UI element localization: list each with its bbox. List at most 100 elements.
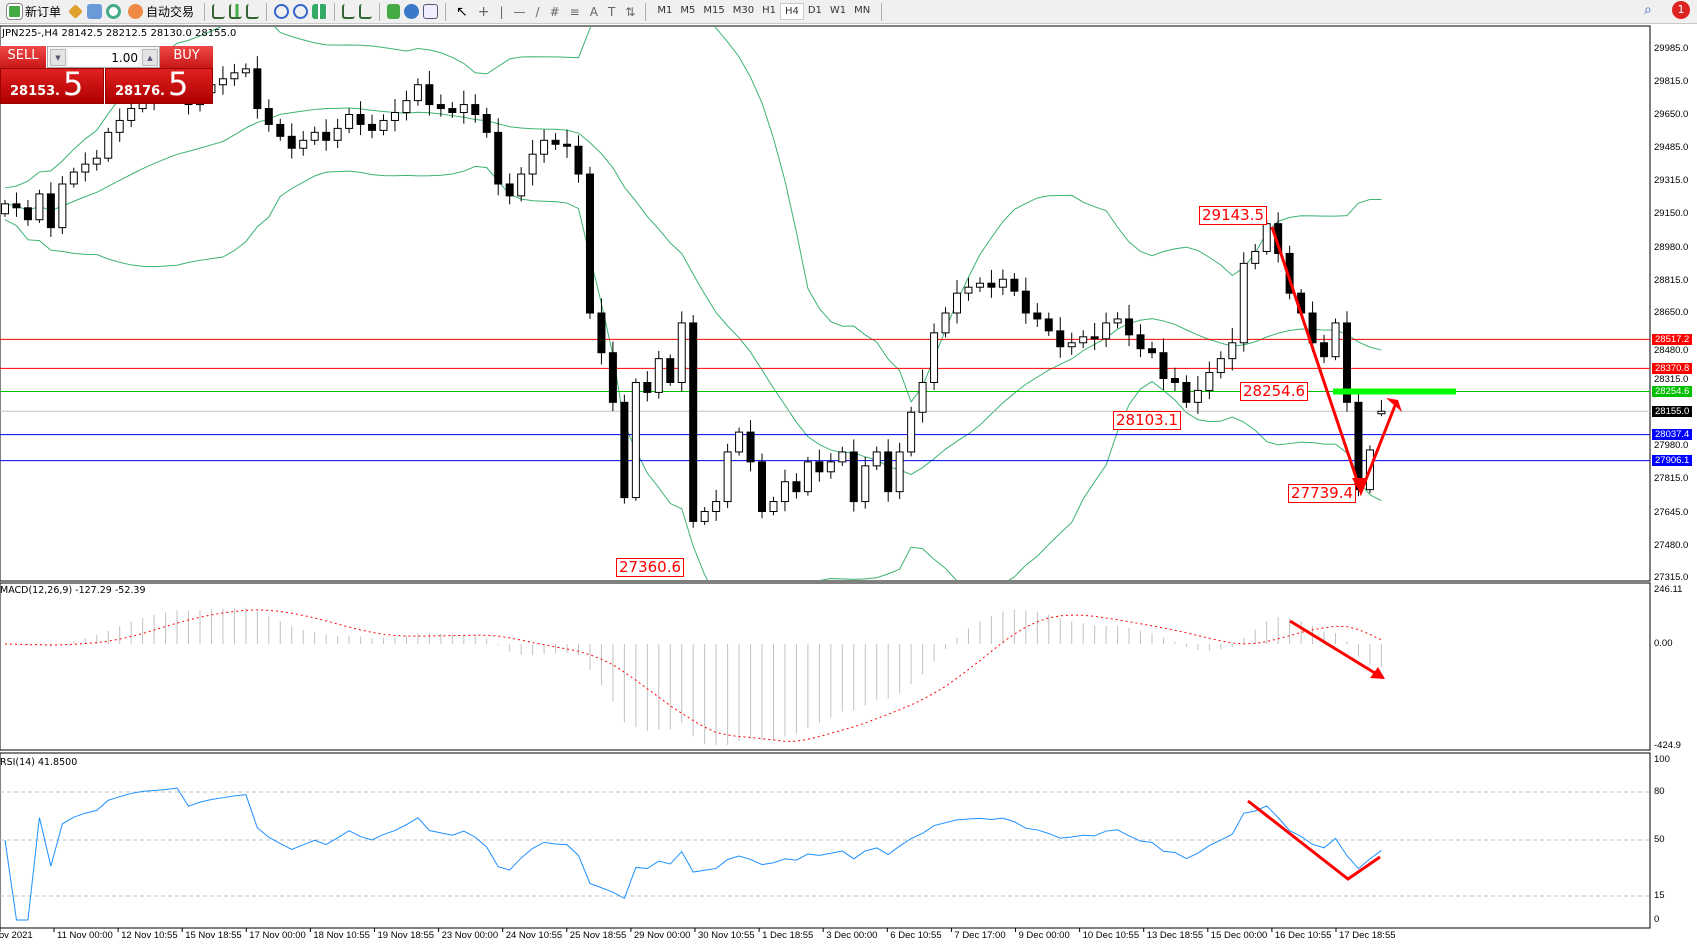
price-axis-label: 27480.0 (1654, 539, 1689, 551)
price-axis-label: 28815.0 (1654, 274, 1689, 286)
candle (322, 131, 331, 141)
timeframe-w1[interactable]: W1 (829, 5, 847, 16)
candle (230, 72, 239, 80)
timeframe-h4[interactable]: H4 (779, 3, 804, 20)
candle (345, 113, 354, 129)
candle (620, 401, 629, 499)
price-axis-label: 27315.0 (1654, 572, 1689, 584)
candle (1251, 250, 1260, 264)
sell-price[interactable]: 28153. 5 (0, 65, 104, 104)
arrows-tool[interactable]: ⇅ (625, 4, 636, 19)
lot-decrease-button[interactable]: ▼ (50, 49, 66, 66)
candle (563, 143, 572, 147)
navigator-icon[interactable] (87, 4, 103, 19)
trendline-tool[interactable]: / (535, 4, 540, 19)
price-axis-label: 29150.0 (1654, 208, 1689, 220)
toolbar: 新订单 自动交易 ↖ + | — / # ≡ A T ⇅ M1 M5 M15 M30 H… (0, 0, 1697, 24)
candle (1308, 312, 1317, 344)
macd-signal-line (4, 609, 1382, 742)
main-chart-frame (0, 25, 1651, 582)
new-order-button[interactable]: 新订单 (4, 2, 64, 22)
rsi-axis-label: 80 (1654, 786, 1665, 797)
candle (413, 84, 422, 102)
candle (1262, 223, 1271, 252)
candle (746, 431, 755, 463)
price-annotation: 27360.6 (616, 558, 685, 577)
candle (838, 451, 847, 463)
buy-button[interactable]: BUY (160, 46, 213, 68)
candlestick-chart-icon[interactable] (229, 4, 243, 19)
templates-icon[interactable] (423, 4, 439, 19)
candle (1021, 290, 1030, 314)
buy-price[interactable]: 28176. 5 (105, 65, 213, 104)
equidistant-channel-tool[interactable]: # (549, 4, 560, 19)
divider (204, 2, 206, 21)
timeframe-m1[interactable]: M1 (657, 5, 673, 16)
candle (471, 104, 480, 115)
candle (631, 381, 640, 499)
sell-button[interactable]: SELL (0, 46, 46, 68)
candle (792, 481, 801, 493)
candle (23, 207, 32, 221)
candle (368, 123, 377, 131)
time-axis-label: Nov 2021 (0, 930, 33, 941)
horizontal-line-tool[interactable]: — (513, 4, 526, 19)
lot-increase-button[interactable]: ▲ (142, 49, 158, 66)
timeframe-m30[interactable]: M30 (732, 5, 755, 16)
text-tool[interactable]: A (589, 4, 598, 19)
bar-chart-icon[interactable] (212, 4, 226, 19)
price-axis-label: 28650.0 (1654, 307, 1689, 319)
notification-badge[interactable]: 1 (1672, 1, 1690, 19)
candle (689, 322, 698, 522)
price-annotation: 28103.1 (1113, 411, 1182, 430)
periods-icon[interactable] (404, 4, 420, 19)
time-axis-label: 1 Dec 18:55 (762, 930, 814, 941)
time-axis-label: 15 Nov 18:55 (185, 930, 242, 941)
candle (608, 352, 617, 403)
fibonacci-tool[interactable]: ≡ (569, 4, 580, 19)
candle (1125, 318, 1134, 336)
price-tag: 28517.2 (1652, 333, 1693, 345)
timeframe-m5[interactable]: M5 (680, 5, 696, 16)
divider (881, 2, 883, 21)
candle (712, 501, 721, 512)
zoom-in-icon[interactable] (274, 4, 290, 19)
auto-scroll-icon[interactable] (342, 4, 356, 19)
line-chart-icon[interactable] (246, 4, 260, 19)
candle (35, 193, 44, 221)
timeframe-m15[interactable]: M15 (703, 5, 725, 16)
main-plot (0, 27, 1650, 580)
candle (459, 104, 468, 114)
candle (494, 131, 503, 185)
one-click-trading-panel: SELL ▼ ▲ BUY 28153. 5 28176. 5 (0, 46, 213, 104)
auto-trading-button[interactable]: 自动交易 (125, 2, 197, 22)
timeframe-d1[interactable]: D1 (807, 5, 822, 16)
arrowhead-icon (1386, 398, 1402, 412)
candle (643, 381, 652, 393)
candle (276, 123, 285, 137)
candle (1170, 378, 1179, 383)
zoom-out-icon[interactable] (293, 4, 309, 19)
timeframe-h1[interactable]: H1 (762, 5, 776, 16)
candle (517, 173, 526, 197)
candle (1320, 342, 1329, 358)
tile-windows-icon[interactable] (312, 4, 328, 19)
chart-shift-icon[interactable] (359, 4, 373, 19)
time-axis-label: 11 Nov 00:00 (57, 930, 113, 941)
divider (379, 2, 381, 21)
crosshair-tool[interactable]: + (477, 3, 490, 20)
search-icon[interactable]: ⌕ (1644, 2, 1652, 18)
candle (987, 282, 996, 288)
timeframe-mn[interactable]: MN (854, 5, 871, 16)
time-axis-label: 30 Nov 10:55 (698, 930, 755, 941)
candle (12, 203, 21, 209)
text-label-tool[interactable]: T (607, 4, 616, 19)
vertical-line-tool[interactable]: | (499, 4, 504, 19)
cursor-tool[interactable]: ↖ (456, 3, 468, 20)
indicators-icon[interactable] (387, 4, 401, 19)
signal-icon[interactable] (106, 4, 122, 19)
candle (975, 282, 984, 288)
time-axis-label: 10 Dec 10:55 (1082, 930, 1140, 941)
lot-input[interactable] (68, 49, 138, 66)
